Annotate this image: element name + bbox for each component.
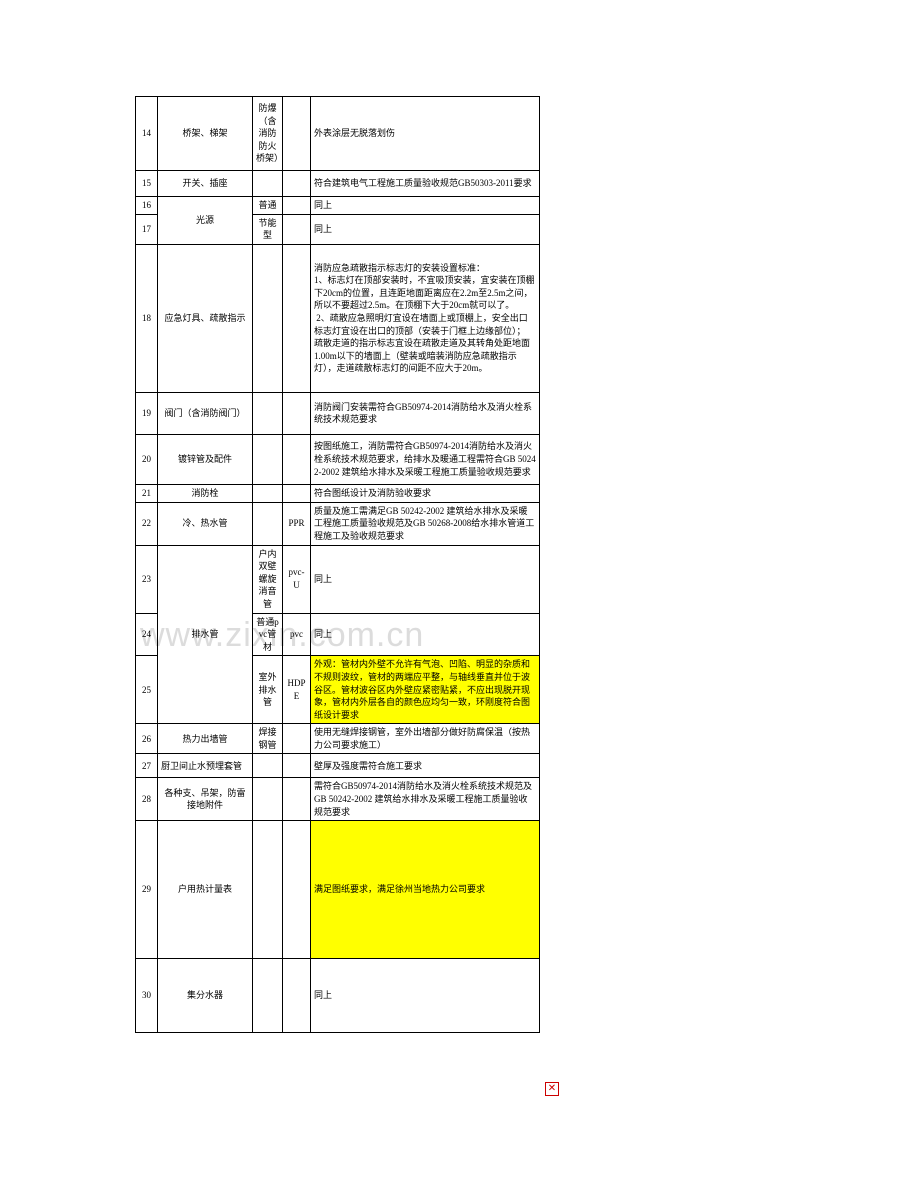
cell: 按图纸施工，消防需符合GB50974-2014消防给水及消火栓系统技术规范要求，…: [311, 434, 540, 484]
row-num: 28: [136, 778, 158, 821]
table-row: 22 冷、热水管 PPR 质量及施工需满足GB 50242-2002 建筑给水排…: [136, 502, 540, 545]
table-row: 28 各种支、吊架，防雷接地附件 需符合GB50974-2014消防给水及消火栓…: [136, 778, 540, 821]
cell: 各种支、吊架，防雷接地附件: [158, 778, 253, 821]
table-row: 16 光源 普通 同上: [136, 197, 540, 215]
row-num: 19: [136, 392, 158, 434]
cell: [283, 171, 311, 197]
row-num: 22: [136, 502, 158, 545]
cell: 同上: [311, 214, 540, 244]
cell: 符合建筑电气工程施工质量验收规范GB50303-2011要求: [311, 171, 540, 197]
row-num: 25: [136, 656, 158, 724]
cell: 消防阀门安装需符合GB50974-2014消防给水及消火栓系统技术规范要求: [311, 392, 540, 434]
cell: 集分水器: [158, 959, 253, 1033]
row-num: 15: [136, 171, 158, 197]
row-num: 23: [136, 545, 158, 613]
cell: 外表涂层无脱落划伤: [311, 97, 540, 171]
cell: [253, 244, 283, 392]
cell: 光源: [158, 197, 253, 245]
table-row: 26 热力出墙管 焊接钢管 使用无缝焊接钢管，室外出墙部分做好防腐保温（按热力公…: [136, 724, 540, 754]
cell: 同上: [311, 545, 540, 613]
cell: 户用热计量表: [158, 821, 253, 959]
cell: 防爆（含消防防火桥架）: [253, 97, 283, 171]
table-row: 27 厨卫间止水预埋套管 壁厚及强度需符合施工要求: [136, 754, 540, 778]
cell: 同上: [311, 959, 540, 1033]
row-num: 27: [136, 754, 158, 778]
cell: 厨卫间止水预埋套管: [158, 754, 253, 778]
cell: [283, 821, 311, 959]
table-row: 18 应急灯具、疏散指示 消防应急疏散指示标志灯的安装设置标准： 1、标志灯在顶…: [136, 244, 540, 392]
cell: [253, 778, 283, 821]
cell: 同上: [311, 613, 540, 656]
cell: [283, 778, 311, 821]
row-num: 14: [136, 97, 158, 171]
table-row: 29 户用热计量表 满足图纸要求，满足徐州当地热力公司要求: [136, 821, 540, 959]
row-num: 21: [136, 484, 158, 502]
cell: 壁厚及强度需符合施工要求: [311, 754, 540, 778]
cell: 开关、插座: [158, 171, 253, 197]
cell: [283, 724, 311, 754]
cell: [283, 434, 311, 484]
cell-highlighted: 外观：管材内外壁不允许有气泡、凹陷、明显的杂质和不规则波纹，管材的两端应平整，与…: [311, 656, 540, 724]
cell: 使用无缝焊接钢管，室外出墙部分做好防腐保温（按热力公司要求施工）: [311, 724, 540, 754]
cell: 桥架、梯架: [158, 97, 253, 171]
cell: [283, 484, 311, 502]
row-num: 18: [136, 244, 158, 392]
cell: [253, 484, 283, 502]
cell: [283, 392, 311, 434]
cell: 热力出墙管: [158, 724, 253, 754]
cell: [253, 434, 283, 484]
cell: [253, 171, 283, 197]
cell: 普通pvc管材: [253, 613, 283, 656]
cell: PPR: [283, 502, 311, 545]
cell: [253, 754, 283, 778]
table-container: 14 桥架、梯架 防爆（含消防防火桥架） 外表涂层无脱落划伤 15 开关、插座 …: [135, 96, 540, 1033]
cell: [283, 244, 311, 392]
cell: [283, 754, 311, 778]
table-row: 20 镀锌管及配件 按图纸施工，消防需符合GB50974-2014消防给水及消火…: [136, 434, 540, 484]
cell: 消防应急疏散指示标志灯的安装设置标准： 1、标志灯在顶部安装时，不宜吸顶安装，宜…: [311, 244, 540, 392]
cell: 普通: [253, 197, 283, 215]
table-row: 14 桥架、梯架 防爆（含消防防火桥架） 外表涂层无脱落划伤: [136, 97, 540, 171]
cell: 同上: [311, 197, 540, 215]
cell: [283, 197, 311, 215]
row-num: 30: [136, 959, 158, 1033]
table-row: 30 集分水器 同上: [136, 959, 540, 1033]
cell: [283, 97, 311, 171]
cell: 阀门（含消防阀门）: [158, 392, 253, 434]
cell: 节能型: [253, 214, 283, 244]
row-num: 26: [136, 724, 158, 754]
table-row: 21 消防栓 符合图纸设计及消防验收要求: [136, 484, 540, 502]
cell: [253, 821, 283, 959]
cell: 焊接钢管: [253, 724, 283, 754]
cell: pvc-U: [283, 545, 311, 613]
table-row: 19 阀门（含消防阀门） 消防阀门安装需符合GB50974-2014消防给水及消…: [136, 392, 540, 434]
cell: 需符合GB50974-2014消防给水及消火栓系统技术规范及GB 50242-2…: [311, 778, 540, 821]
cell: 冷、热水管: [158, 502, 253, 545]
cell: 符合图纸设计及消防验收要求: [311, 484, 540, 502]
row-num: 29: [136, 821, 158, 959]
cell: 户内双壁螺旋消音管: [253, 545, 283, 613]
row-num: 20: [136, 434, 158, 484]
row-num: 17: [136, 214, 158, 244]
cell: [253, 392, 283, 434]
table-row: 15 开关、插座 符合建筑电气工程施工质量验收规范GB50303-2011要求: [136, 171, 540, 197]
cell: pvc: [283, 613, 311, 656]
cell-highlighted: 满足图纸要求，满足徐州当地热力公司要求: [311, 821, 540, 959]
row-num: 24: [136, 613, 158, 656]
broken-image-icon: ✕: [545, 1082, 559, 1096]
spec-table: 14 桥架、梯架 防爆（含消防防火桥架） 外表涂层无脱落划伤 15 开关、插座 …: [135, 96, 540, 1033]
cell: [283, 959, 311, 1033]
cell: 消防栓: [158, 484, 253, 502]
cell: [253, 959, 283, 1033]
cell: 镀锌管及配件: [158, 434, 253, 484]
cell: 室外排水管: [253, 656, 283, 724]
cell: [283, 214, 311, 244]
table-row: 23 排水管 户内双壁螺旋消音管 pvc-U 同上: [136, 545, 540, 613]
cell: HDPE: [283, 656, 311, 724]
cell: 排水管: [158, 545, 253, 724]
row-num: 16: [136, 197, 158, 215]
cell: 质量及施工需满足GB 50242-2002 建筑给水排水及采暖工程施工质量验收规…: [311, 502, 540, 545]
cell: 应急灯具、疏散指示: [158, 244, 253, 392]
cell: [253, 502, 283, 545]
